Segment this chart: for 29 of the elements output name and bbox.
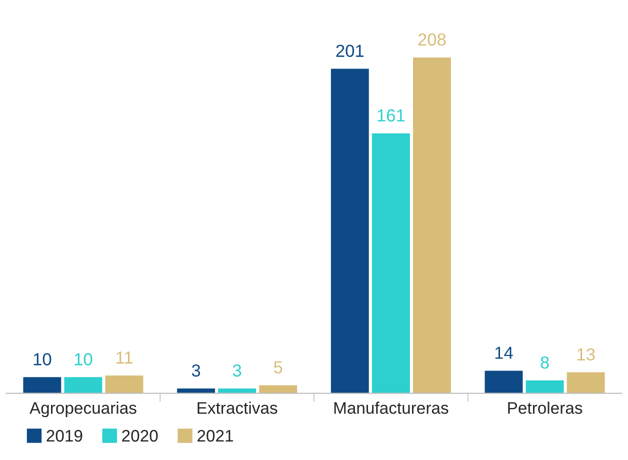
data-label: 3 [232,364,242,377]
bar [484,370,523,394]
data-label: 10 [74,353,92,366]
data-label: 10 [34,353,52,366]
bar [105,376,144,394]
data-label: 3 [192,364,200,377]
data-label: 13 [577,348,595,361]
bar [330,68,369,394]
data-label: 5 [274,361,282,374]
data-label: 161 [378,109,405,122]
legend-label: 2020 [122,430,158,442]
x-tick-label: Petroleras [508,402,582,414]
x-tick-label: Manufactureras [334,402,448,414]
bar [526,380,564,394]
x-tick-label: Extractivas [198,402,278,414]
bar [23,377,62,394]
data-label: 11 [116,352,132,364]
data-label: 8 [540,356,549,369]
data-label: 201 [336,44,364,57]
data-label: 14 [495,346,513,359]
bar [412,57,451,394]
bar [372,133,410,394]
x-tick-label: Agropecuarias [30,402,136,418]
bar [259,385,298,394]
legend-label: 2021 [198,430,233,442]
bar [566,372,605,394]
data-label: 208 [418,33,446,46]
legend-label: 2019 [46,430,82,442]
bar [64,377,102,394]
